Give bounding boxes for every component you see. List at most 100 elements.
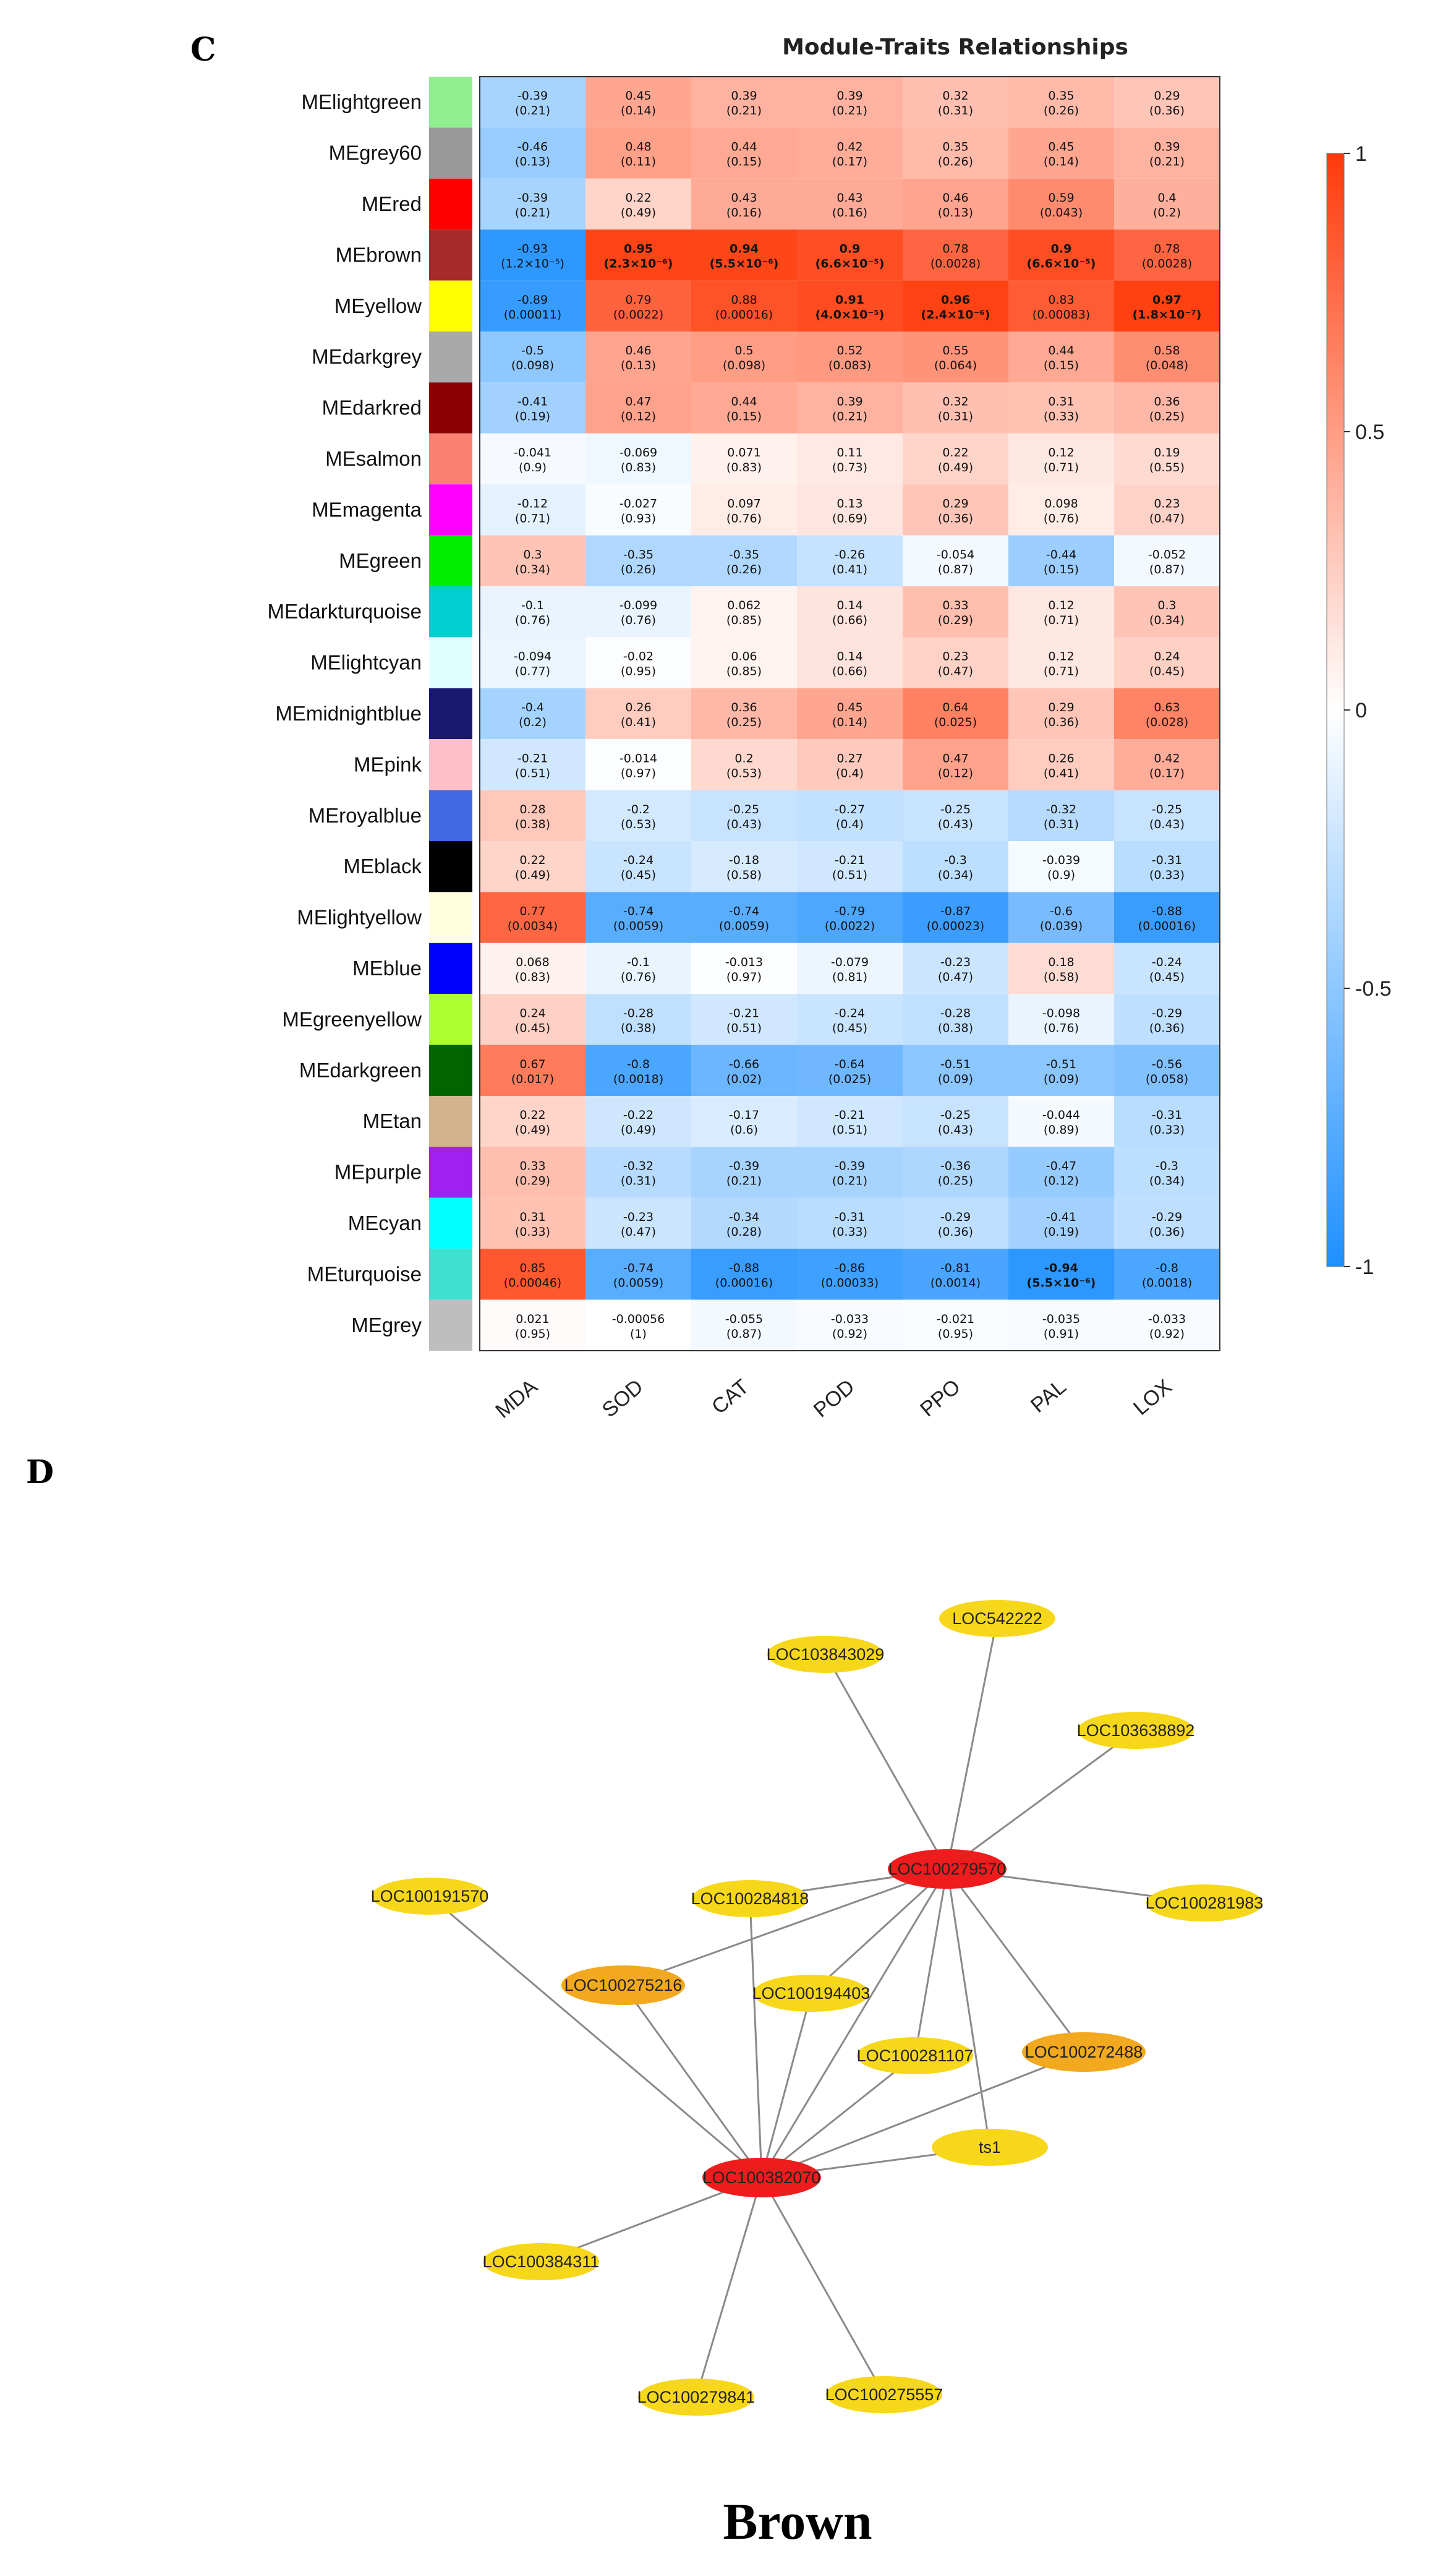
cell-correlation: 0.47	[942, 751, 968, 765]
cell-correlation: 0.42	[1154, 751, 1180, 765]
cell-pvalue: (0.9)	[519, 461, 547, 474]
cell-correlation: -0.00056	[612, 1312, 665, 1326]
heatmap-cell-fill	[585, 1197, 691, 1249]
heatmap-cell-fill	[797, 331, 903, 383]
cell-pvalue: (0.77)	[515, 665, 550, 678]
heatmap-cell: 0.33(0.29)	[480, 1147, 585, 1198]
cell-pvalue: (0.33)	[1149, 1123, 1185, 1137]
colorbar-gradient	[1326, 153, 1345, 1267]
cell-pvalue: (0.51)	[832, 868, 867, 882]
cell-correlation: 0.94	[730, 242, 759, 255]
heatmap-cell: -0.24(0.45)	[585, 841, 691, 892]
heatmap-cell-fill	[1114, 790, 1220, 841]
heatmap-cell: 0.11(0.73)	[797, 433, 903, 485]
heatmap-cell: 0.097(0.76)	[691, 484, 797, 536]
heatmap-cell: 0.068(0.83)	[480, 943, 585, 994]
heatmap-cell-fill	[585, 280, 691, 331]
heatmap-cell-fill	[1114, 892, 1220, 943]
heatmap-cell-fill	[480, 229, 585, 281]
heatmap-cell: 0.78 (0.0028)	[903, 229, 1008, 281]
cell-pvalue: (2.3×10⁻⁶)	[604, 257, 673, 270]
cell-pvalue: (0.098)	[511, 359, 554, 372]
cell-pvalue: (0.76)	[1044, 511, 1079, 525]
cell-pvalue: (0.95)	[938, 1327, 973, 1341]
cell-correlation: 0.32	[942, 89, 968, 103]
heatmap-cell: 0.22(0.49)	[480, 1096, 585, 1147]
cell-correlation: -0.079	[831, 956, 869, 969]
heatmap-cell: 0.45(0.14)	[585, 77, 691, 128]
heatmap-cell: -0.39(0.21)	[480, 77, 585, 128]
heatmap-cell: 0.32(0.31)	[903, 382, 1008, 434]
cell-pvalue: (0.93)	[621, 511, 656, 525]
cell-correlation: -0.29	[1152, 1006, 1182, 1020]
heatmap-cell-fill	[797, 280, 903, 331]
cell-pvalue: (0.33)	[832, 1225, 867, 1239]
panel-c-label: C	[190, 31, 216, 69]
network-edge	[623, 1868, 948, 1986]
heatmap-cell-fill	[903, 1299, 1008, 1351]
cell-pvalue: (0.19)	[1044, 1225, 1079, 1239]
cell-correlation: 0.22	[942, 446, 968, 460]
heatmap-row: MEdarkgrey -0.5 (0.098) 0.46 (0.13) 0.5 (0.098…	[312, 331, 1220, 383]
cell-correlation: -0.17	[729, 1108, 759, 1122]
cell-pvalue: (0.36)	[938, 511, 973, 525]
heatmap-cell-fill	[797, 790, 903, 841]
cell-correlation: -0.6	[1050, 905, 1073, 918]
heatmap-cell-fill	[797, 943, 903, 994]
heatmap-cell-fill	[1008, 739, 1114, 790]
heatmap-cell-fill	[691, 1096, 797, 1147]
cell-correlation: 0.58	[1154, 344, 1180, 357]
network-node: LOC103638892	[1077, 1712, 1194, 1749]
cell-correlation: 0.46	[625, 344, 651, 357]
cell-correlation: -0.21	[729, 1006, 759, 1020]
heatmap-row: MEroyalblue 0.28 (0.38) -0.2 (0.53) -0.25 (0.4…	[309, 790, 1220, 841]
cell-pvalue: (0.0022)	[825, 920, 875, 933]
heatmap-cell-fill	[903, 535, 1008, 586]
cell-pvalue: (0.41)	[1044, 766, 1079, 780]
heatmap-cell-fill	[585, 739, 691, 790]
cell-pvalue: (0.53)	[621, 818, 656, 831]
heatmap-cell: -0.014(0.97)	[585, 739, 691, 790]
heatmap-cell: -0.2 (0.53)	[585, 790, 691, 841]
module-color-swatch	[429, 280, 472, 331]
heatmap-row: MEgreenyellow 0.24(0.45)-0.28(0.38)-0.21(…	[282, 994, 1220, 1045]
heatmap-cell-fill	[797, 1197, 903, 1249]
cell-pvalue: (0.36)	[1149, 1225, 1185, 1239]
heatmap-row: MEdarkred -0.41(0.19)0.47(0.12)0.44(0.15)…	[322, 382, 1220, 434]
cell-correlation: -0.25	[1152, 803, 1182, 816]
cell-correlation: -0.31	[835, 1210, 865, 1224]
heatmap-cell-fill	[480, 637, 585, 688]
module-label: MEsalmon	[325, 447, 422, 470]
cell-pvalue: (1)	[630, 1327, 647, 1341]
colorbar-tick-label: 0	[1355, 699, 1367, 722]
cell-correlation: 0.2	[734, 751, 753, 765]
cell-correlation: 0.11	[837, 446, 862, 460]
cell-pvalue: (0.0059)	[613, 920, 663, 933]
heatmap-cell-fill	[480, 1147, 585, 1198]
heatmap-row: MEmidnightblue -0.4 (0.2) 0.26 (0.41) 0.36 (0.…	[275, 688, 1220, 740]
cell-correlation: 0.78	[942, 242, 968, 255]
module-color-swatch	[429, 127, 472, 179]
network-edge	[760, 1868, 948, 2178]
cell-correlation: -0.25	[729, 803, 759, 816]
cell-correlation: 0.19	[1154, 446, 1180, 460]
heatmap-cell-fill	[585, 688, 691, 740]
heatmap-cell-fill	[1008, 994, 1114, 1045]
module-label: MEcyan	[348, 1212, 422, 1234]
heatmap-cell: 0.29 (0.36)	[1008, 688, 1114, 740]
heatmap-cell: 0.31(0.33)	[1008, 382, 1114, 434]
heatmap-cell: -0.8(0.0018)	[1114, 1249, 1220, 1300]
cell-pvalue: (0.49)	[621, 206, 656, 220]
module-label: MEgreenyellow	[282, 1007, 422, 1030]
module-color-swatch	[429, 433, 472, 485]
cell-correlation: 0.14	[837, 650, 862, 664]
heatmap-cell-fill	[585, 127, 691, 179]
cell-correlation: -0.021	[937, 1312, 974, 1326]
cell-correlation: -0.098	[1042, 1006, 1080, 1020]
cell-correlation: 0.5	[734, 344, 753, 357]
cell-pvalue: (0.16)	[726, 206, 762, 220]
cell-correlation: 0.12	[1048, 599, 1074, 612]
heatmap-cell-fill	[903, 943, 1008, 994]
heatmap-cell-fill	[585, 77, 691, 128]
cell-pvalue: (0.09)	[1044, 1072, 1079, 1086]
